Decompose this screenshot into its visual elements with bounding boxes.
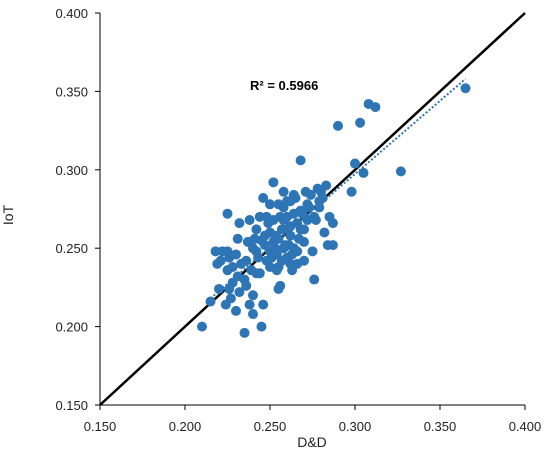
data-point (244, 299, 255, 310)
data-point (293, 233, 304, 244)
data-point (304, 202, 315, 213)
data-point (259, 240, 270, 251)
data-point (395, 166, 406, 177)
x-tick-label: 0.350 (424, 419, 457, 434)
data-point (300, 186, 311, 197)
data-point (285, 221, 296, 232)
data-point (327, 240, 338, 251)
data-point (266, 252, 277, 263)
data-point (239, 327, 250, 338)
data-point (234, 287, 245, 298)
data-point (283, 240, 294, 251)
data-point (288, 208, 299, 219)
data-point (249, 233, 260, 244)
data-point (263, 218, 274, 229)
data-point (350, 158, 360, 169)
x-axis-title: D&D (297, 434, 327, 450)
y-tick-label: 0.250 (55, 241, 88, 256)
data-point (215, 255, 226, 266)
data-point (319, 227, 330, 238)
data-point (290, 193, 301, 204)
data-point (285, 230, 296, 241)
data-point (256, 321, 267, 332)
data-point (232, 271, 243, 282)
data-point (278, 214, 289, 225)
data-point (246, 265, 257, 276)
data-point (254, 268, 265, 279)
data-point (333, 120, 343, 131)
x-tick-label: 0.400 (509, 419, 542, 434)
x-tick-label: 0.300 (339, 419, 372, 434)
data-point (278, 186, 289, 197)
data-point (268, 177, 279, 188)
data-point (271, 265, 282, 276)
data-point (321, 180, 332, 191)
data-point (358, 167, 369, 178)
data-point (265, 199, 275, 210)
data-point (220, 299, 231, 310)
data-point (234, 218, 245, 229)
data-point (287, 265, 298, 276)
data-point (276, 255, 287, 266)
data-point (248, 290, 258, 301)
x-tick-label: 0.200 (169, 419, 202, 434)
data-point (197, 321, 207, 332)
data-point (232, 233, 243, 244)
data-point (253, 252, 264, 263)
data-point (307, 246, 318, 257)
data-point (287, 249, 298, 260)
data-point (248, 309, 258, 320)
data-point (346, 186, 357, 197)
data-point (231, 305, 241, 316)
x-tick-label: 0.150 (84, 419, 117, 434)
y-axis-title: IoT (0, 204, 16, 225)
data-point (273, 283, 284, 294)
y-tick-label: 0.150 (55, 398, 88, 413)
data-point (251, 224, 262, 235)
data-point (309, 274, 320, 285)
data-point (224, 252, 235, 263)
data-point (370, 102, 381, 113)
y-tick-label: 0.200 (55, 320, 88, 335)
y-tick-label: 0.400 (55, 6, 88, 21)
data-point (258, 193, 269, 204)
data-point (227, 262, 238, 273)
data-point (244, 214, 255, 225)
data-point (259, 230, 270, 241)
data-point (236, 258, 247, 269)
data-point (222, 208, 233, 219)
tick-labels: 0.150 0.200 0.250 0.300 0.350 0.400 0.150 0.200… (55, 6, 541, 434)
data-point (214, 283, 224, 294)
data-point (205, 296, 216, 307)
data-point (327, 218, 338, 229)
data-point (295, 224, 306, 235)
data-point (310, 214, 321, 225)
data-point (295, 155, 306, 166)
x-tick-label: 0.250 (254, 419, 287, 434)
data-point (273, 199, 284, 210)
y-tick-label: 0.300 (55, 163, 88, 178)
data-point (314, 202, 325, 213)
axes (95, 12, 526, 410)
data-point (270, 230, 281, 241)
data-points (197, 83, 471, 338)
data-point (258, 299, 269, 310)
data-point (317, 193, 328, 204)
data-point (254, 211, 265, 222)
r-squared-annotation: R² = 0.5966 (250, 78, 318, 93)
trendline-layer (209, 78, 467, 300)
data-point (355, 117, 366, 128)
data-point (276, 224, 287, 235)
linear-trendline (209, 78, 467, 300)
y-tick-label: 0.350 (55, 84, 88, 99)
data-point (282, 196, 292, 207)
data-point (460, 83, 471, 94)
